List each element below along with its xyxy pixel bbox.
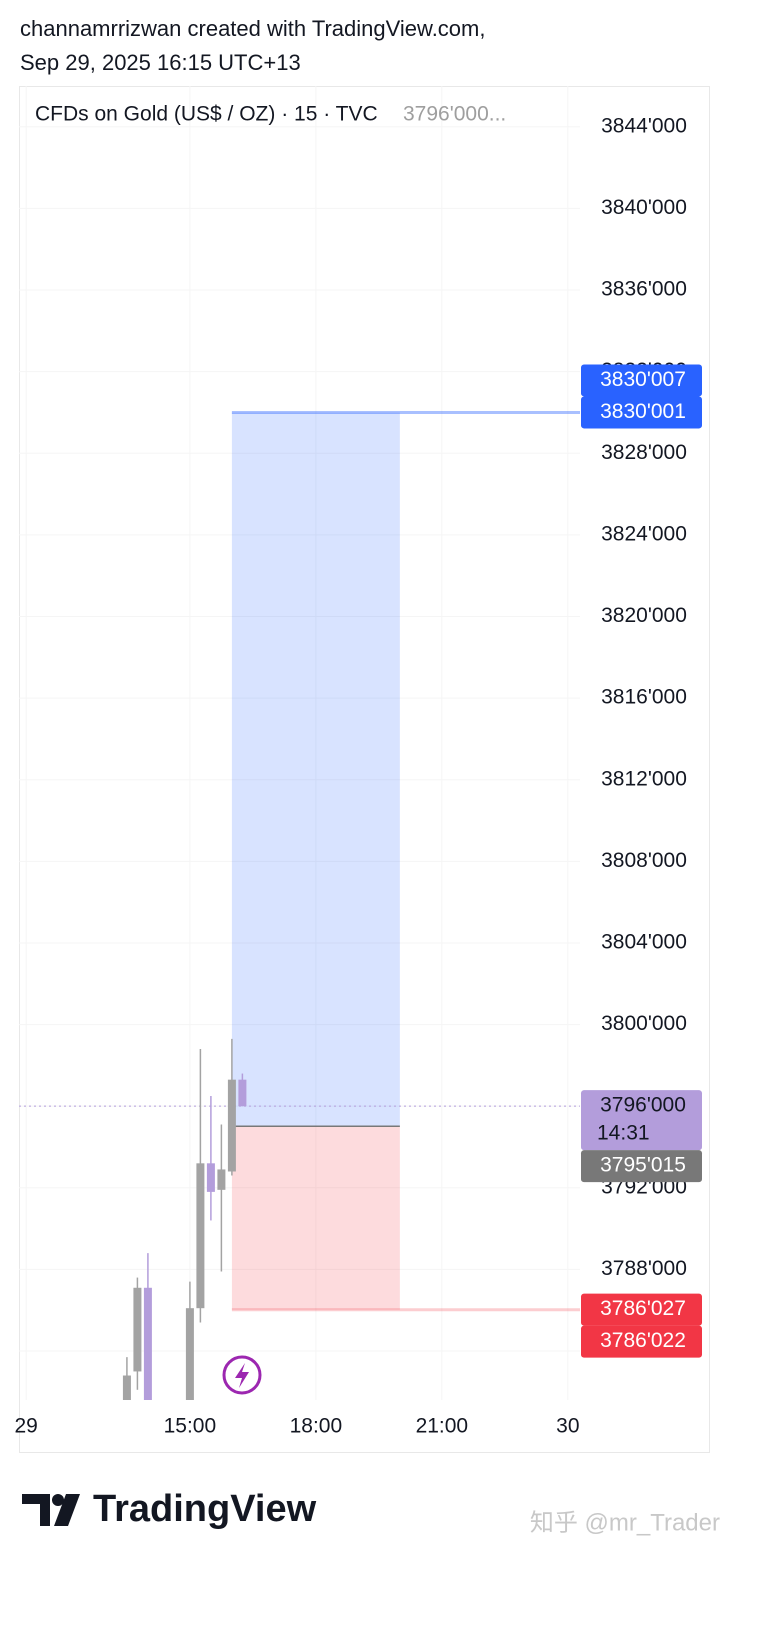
- price-label-box: [581, 1293, 702, 1326]
- candle-body: [196, 1163, 205, 1309]
- grid: [19, 86, 580, 1400]
- y-tick-label: 3808'000: [601, 849, 687, 872]
- alert-icon: [222, 1355, 262, 1395]
- price-label: 3830'001: [600, 400, 686, 423]
- price-label-box: [581, 396, 702, 429]
- y-tick-label: 3800'000: [601, 1012, 687, 1035]
- y-tick-label: 3812'000: [601, 767, 687, 790]
- price-label: 3796'000: [600, 1094, 686, 1117]
- candle-body: [227, 1079, 236, 1172]
- price-label-box: [581, 1150, 702, 1183]
- candle-body: [238, 1079, 247, 1107]
- symbol-title: CFDs on Gold (US$ / OZ) · 15 · TVC: [35, 103, 378, 126]
- y-tick-label: 3836'000: [601, 278, 687, 301]
- price-label-box: [581, 1090, 702, 1151]
- candle-body: [217, 1169, 226, 1190]
- y-tick-label: 3828'000: [601, 441, 687, 464]
- candle-body: [143, 1287, 152, 1400]
- x-tick-label: 18:00: [290, 1415, 343, 1438]
- bar-countdown: 14:31: [597, 1122, 650, 1145]
- y-tick-label: 3816'000: [601, 686, 687, 709]
- x-tick-label: 21:00: [416, 1415, 469, 1438]
- price-label-box: [581, 1325, 702, 1358]
- brand: TradingView: [93, 1488, 317, 1530]
- y-tick-label: 3804'000: [601, 931, 687, 954]
- x-tick-label: 15:00: [164, 1415, 217, 1438]
- y-tick-label: 3788'000: [601, 1257, 687, 1280]
- header-date: Sep 29, 2025 16:15 UTC+13: [20, 50, 301, 75]
- candle-body: [206, 1163, 215, 1192]
- candle-body: [122, 1375, 131, 1400]
- price-label: 3786'022: [600, 1329, 686, 1352]
- chart-frame: [19, 86, 710, 1453]
- tv-logo: [22, 1494, 80, 1526]
- candle-body: [185, 1308, 194, 1400]
- x-tick-label: 29: [14, 1415, 37, 1438]
- y-tick-label: 3844'000: [601, 114, 687, 137]
- x-tick-label: 30: [556, 1415, 579, 1438]
- target-zone: [231, 412, 400, 1127]
- price-label: 3795'015: [600, 1154, 686, 1177]
- y-tick-label: 3820'000: [601, 604, 687, 627]
- stop-zone: [231, 1126, 400, 1310]
- y-tick-label: 3840'000: [601, 196, 687, 219]
- watermark: 知乎 @mr_Trader: [530, 1509, 720, 1536]
- plot: [19, 410, 580, 1400]
- price-label-box: [581, 364, 702, 397]
- legend-last-price: 3796'000...: [403, 103, 506, 126]
- candle-body: [133, 1287, 142, 1372]
- price-labels: 3830'001 3830'007 3796'000 14:31 3795'015 378…: [581, 364, 702, 1358]
- header-author: channamrrizwan created with TradingView.…: [20, 16, 485, 41]
- price-label: 3786'027: [600, 1297, 686, 1320]
- y-tick-label: 3824'000: [601, 522, 687, 545]
- price-label: 3830'007: [600, 368, 686, 391]
